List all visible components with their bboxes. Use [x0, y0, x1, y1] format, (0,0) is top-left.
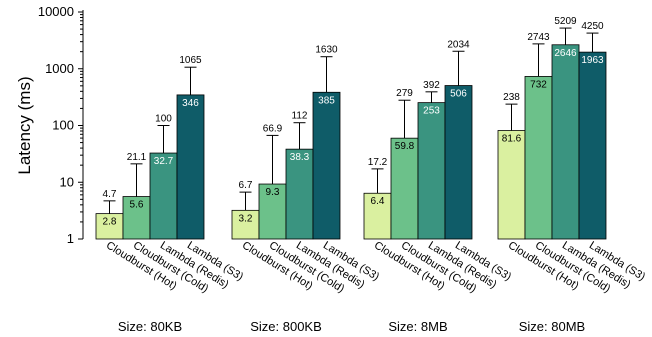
median-value-label: 253 — [423, 106, 440, 117]
p99-value-label: 238 — [503, 92, 520, 103]
bar — [176, 94, 205, 240]
bar — [417, 102, 446, 240]
chart-axes: 1 10 100 1000 10000 Latency (ms) — [15, 4, 84, 246]
bar — [524, 76, 553, 240]
median-value-label: 2646 — [554, 48, 577, 59]
p99-value-label: 5209 — [554, 16, 577, 27]
bar — [122, 196, 151, 240]
p99-value-label: 2034 — [447, 39, 470, 50]
median-value-label: 9.3 — [266, 187, 280, 198]
group-label: Size: 80KB — [118, 319, 182, 334]
median-value-label: 732 — [530, 79, 547, 90]
group-label: Size: 80MB — [519, 319, 585, 334]
median-value-label: 385 — [318, 95, 335, 106]
p99-value-label: 17.2 — [368, 157, 388, 168]
bar — [497, 130, 526, 240]
group-label: Size: 8MB — [388, 319, 447, 334]
p99-value-label: 4.7 — [103, 189, 117, 200]
median-value-label: 2.8 — [103, 217, 117, 228]
y-tick-label: 1000 — [45, 61, 74, 76]
p99-value-label: 279 — [396, 88, 413, 99]
chart-bars — [95, 27, 607, 240]
group-label: Size: 800KB — [250, 319, 322, 334]
p99-value-label: 4250 — [581, 21, 604, 32]
median-value-label: 81.6 — [502, 134, 522, 145]
y-tick-label: 10000 — [38, 4, 74, 19]
p99-value-label: 1630 — [315, 45, 338, 56]
y-tick-label: 1 — [67, 231, 74, 246]
median-value-label: 6.4 — [371, 196, 385, 207]
median-value-label: 346 — [182, 98, 199, 109]
bar — [551, 44, 580, 240]
median-value-label: 3.2 — [239, 213, 253, 224]
p99-value-label: 392 — [423, 80, 440, 91]
p99-value-label: 21.1 — [127, 152, 147, 163]
median-value-label: 32.7 — [154, 156, 174, 167]
p99-value-label: 66.9 — [263, 123, 283, 134]
bar — [444, 85, 473, 240]
bar — [149, 152, 178, 240]
median-value-label: 5.6 — [130, 200, 144, 211]
p99-value-label: 6.7 — [239, 180, 253, 191]
y-tick-label: 100 — [52, 118, 74, 133]
y-tick-label: 10 — [60, 174, 74, 189]
bar — [312, 91, 341, 240]
median-value-label: 59.8 — [395, 141, 415, 152]
bar — [390, 137, 419, 240]
median-value-label: 1963 — [581, 55, 604, 66]
y-axis-title: Latency (ms) — [15, 76, 34, 174]
median-value-label: 38.3 — [290, 152, 310, 163]
bar — [285, 148, 314, 240]
bar — [95, 213, 124, 240]
p99-value-label: 1065 — [179, 55, 202, 66]
median-value-label: 506 — [450, 89, 467, 100]
p99-value-label: 112 — [292, 111, 308, 122]
bar — [231, 209, 260, 240]
bar — [578, 51, 607, 240]
p99-value-label: 2743 — [527, 32, 550, 43]
p99-value-label: 100 — [155, 114, 172, 125]
